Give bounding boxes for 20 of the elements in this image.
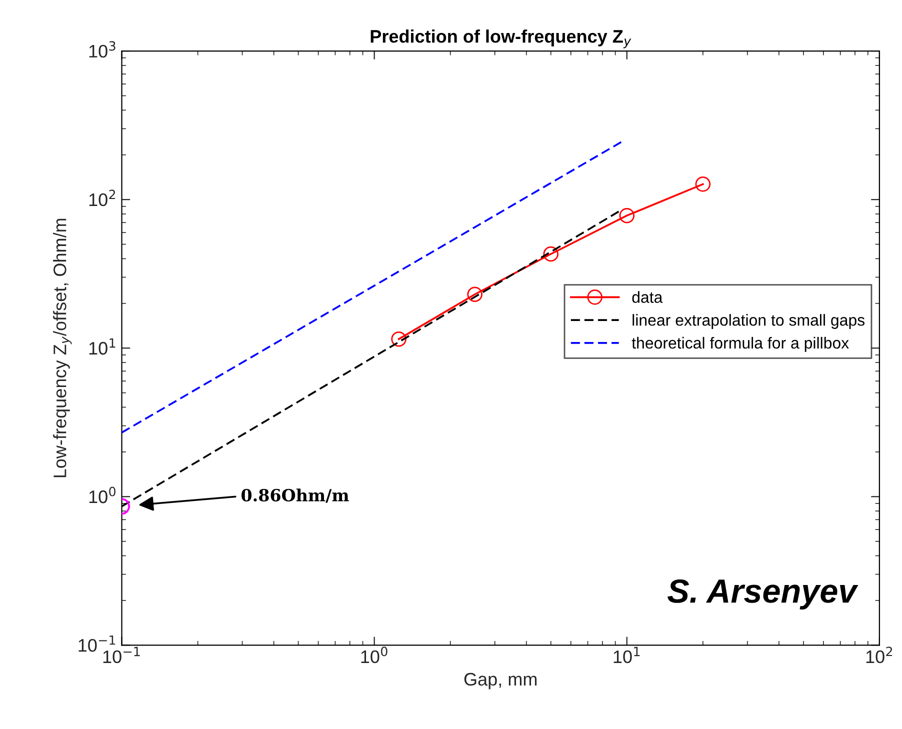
x-axis-title: Gap, mm	[464, 672, 537, 690]
point	[391, 331, 406, 347]
legend-label: theoretical formula for a pillbox	[632, 336, 849, 352]
point	[619, 208, 635, 224]
annotation: 0.86Ohm/m	[242, 488, 349, 503]
x-tick-label: 10$^{0}$	[361, 646, 388, 664]
legend-label: linear extrapolation to small gaps	[632, 314, 865, 329]
point	[695, 176, 711, 192]
x-tick-label: 10$^{1}$	[614, 646, 640, 664]
y-axis-title: Low-frequency Z$_{y}$/offset, Ohm/m	[53, 218, 72, 478]
y-tick-label: 10$^{1}$	[89, 338, 116, 355]
annotation: S. Arsenyev	[668, 579, 858, 610]
point	[467, 286, 482, 302]
legend-label: data	[632, 291, 663, 303]
y-tick-label: 10$^{0}$	[89, 486, 116, 504]
point	[543, 246, 558, 262]
x-tick-label: 10$^{2}$	[866, 646, 892, 664]
chart-title: Prediction of low-frequency Z$_{y}$	[370, 30, 632, 48]
y-tick-label: 10$^{3}$	[89, 41, 116, 58]
y-tick-label: 10$^{2}$	[89, 190, 116, 206]
